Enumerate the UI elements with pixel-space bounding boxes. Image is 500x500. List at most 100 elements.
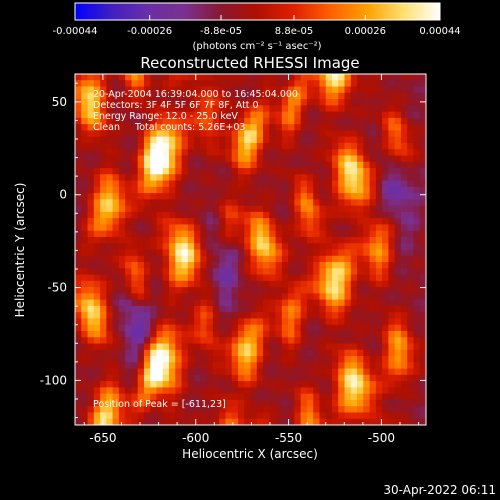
heatmap-cell <box>407 193 415 200</box>
heatmap-cell <box>394 324 402 332</box>
heatmap-cell <box>93 136 101 144</box>
heatmap-cell <box>256 399 264 407</box>
heatmap-cell <box>112 86 120 94</box>
heatmap-cell <box>269 287 277 294</box>
heatmap-cell <box>106 180 114 188</box>
heatmap-cell <box>219 374 227 382</box>
heatmap-cell <box>325 130 333 138</box>
heatmap-cell <box>150 399 158 407</box>
heatmap-cell <box>394 99 402 106</box>
heatmap-cell <box>244 105 252 113</box>
heatmap-cell <box>256 193 264 200</box>
heatmap-cell <box>187 337 195 345</box>
heatmap-cell <box>363 161 371 169</box>
heatmap-cell <box>81 80 89 88</box>
heatmap-cell <box>194 86 201 94</box>
heatmap-cell <box>87 356 95 363</box>
colorbar-unit-label: (photons cm⁻² s⁻¹ asec⁻²) <box>192 41 321 52</box>
heatmap-cell <box>269 136 277 144</box>
heatmap-cell <box>419 312 426 320</box>
heatmap-cell <box>187 117 195 125</box>
heatmap-cell <box>419 381 426 388</box>
heatmap-cell <box>369 117 377 125</box>
heatmap-cell <box>263 92 270 100</box>
heatmap-cell <box>100 205 107 213</box>
heatmap-cell <box>300 186 308 194</box>
heatmap-cell <box>206 274 214 282</box>
heatmap-cell <box>194 305 201 313</box>
heatmap-cell <box>288 330 295 338</box>
heatmap-cell <box>300 381 308 388</box>
heatmap-cell <box>112 205 120 213</box>
heatmap-cell <box>87 243 95 251</box>
heatmap-cell <box>143 318 151 326</box>
heatmap-cell <box>331 362 339 370</box>
heatmap-cell <box>382 343 389 351</box>
heatmap-cell <box>394 387 402 395</box>
heatmap-cell <box>93 337 101 345</box>
heatmap-cell <box>87 199 95 207</box>
heatmap-cell <box>413 86 421 94</box>
heatmap-cell <box>175 387 183 395</box>
heatmap-cell <box>306 362 314 370</box>
heatmap-cell <box>106 136 114 144</box>
heatmap-cell <box>206 92 214 100</box>
heatmap-cell <box>156 418 164 425</box>
heatmap-cell <box>194 255 201 263</box>
heatmap-cell <box>219 362 227 370</box>
heatmap-cell <box>319 174 327 182</box>
heatmap-cell <box>306 337 314 345</box>
heatmap-cell <box>112 174 120 182</box>
heatmap-cell <box>419 161 426 169</box>
heatmap-cell <box>375 262 383 269</box>
heatmap-cell <box>206 268 214 276</box>
heatmap-cell <box>281 199 289 207</box>
heatmap-cell <box>231 218 239 226</box>
heatmap-cell <box>281 174 289 182</box>
heatmap-cell <box>156 274 164 282</box>
heatmap-cell <box>369 293 377 301</box>
heatmap-cell <box>382 330 389 338</box>
heatmap-cell <box>169 293 176 301</box>
heatmap-cell <box>269 312 277 320</box>
heatmap-cell <box>263 337 270 345</box>
heatmap-cell <box>100 393 107 401</box>
heatmap-cell <box>363 249 371 257</box>
heatmap-cell <box>413 180 421 188</box>
heatmap-cell <box>175 211 183 219</box>
heatmap-cell <box>231 99 239 106</box>
heatmap-cell <box>181 249 189 257</box>
heatmap-cell <box>350 312 358 320</box>
heatmap-cell <box>250 280 258 288</box>
heatmap-cell <box>294 387 302 395</box>
heatmap-cell <box>75 205 82 213</box>
heatmap-cell <box>87 418 95 425</box>
heatmap-cell <box>131 268 139 276</box>
heatmap-cell <box>375 274 383 282</box>
heatmap-cell <box>407 155 415 163</box>
heatmap-cell <box>87 180 95 188</box>
heatmap-cell <box>175 218 183 226</box>
heatmap-cell <box>294 330 302 338</box>
heatmap-cell <box>375 362 383 370</box>
heatmap-cell <box>81 193 89 200</box>
heatmap-cell <box>394 80 402 88</box>
heatmap-cell <box>331 368 339 376</box>
heatmap-cell <box>125 199 133 207</box>
heatmap-cell <box>281 324 289 332</box>
heatmap-cell <box>87 149 95 157</box>
heatmap-cell <box>250 111 258 119</box>
heatmap-cell <box>106 199 114 207</box>
heatmap-cell <box>331 230 339 238</box>
heatmap-cell <box>81 362 89 370</box>
heatmap-cell <box>300 230 308 238</box>
heatmap-cell <box>275 356 283 363</box>
heatmap-cell <box>388 362 396 370</box>
heatmap-cell <box>231 105 239 113</box>
heatmap-cell <box>269 186 277 194</box>
heatmap-cell <box>87 186 95 194</box>
heatmap-cell <box>357 74 364 81</box>
heatmap-cell <box>206 111 214 119</box>
heatmap-cell <box>394 318 402 326</box>
heatmap-cell <box>357 180 364 188</box>
